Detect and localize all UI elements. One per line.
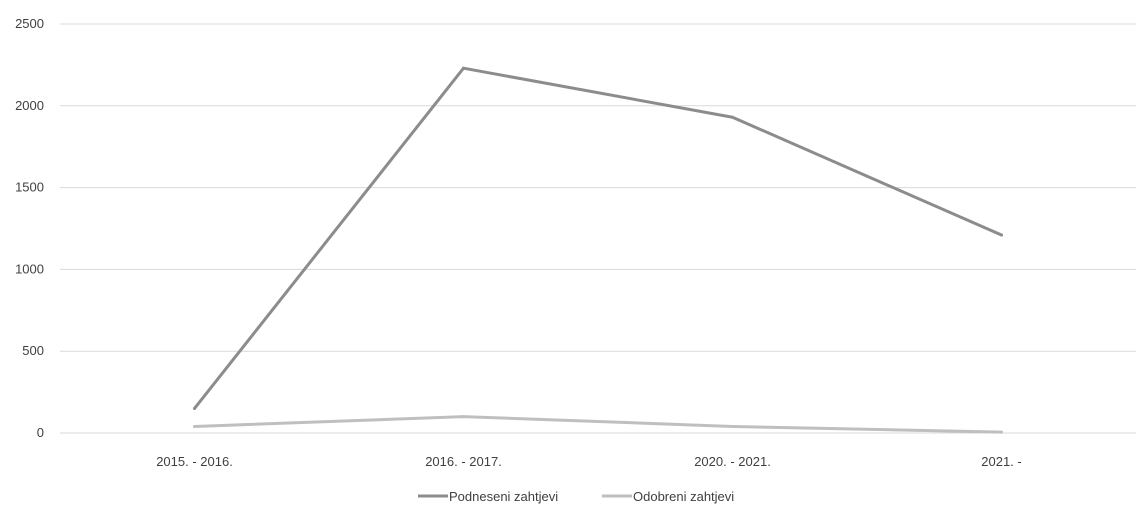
gridlines [60, 23, 1136, 434]
x-axis-ticks: 2015. - 2016. 2016. - 2017. 2020. - 2021. 2… [156, 454, 1022, 469]
y-tick-label: 500 [22, 343, 44, 358]
y-tick-label: 2000 [15, 98, 44, 113]
data-point [731, 424, 734, 428]
y-tick-label: 1000 [15, 261, 44, 276]
x-tick-label: 2021. - [981, 454, 1021, 469]
x-tick-label: 2020. - 2021. [694, 454, 771, 469]
data-point [1000, 233, 1003, 237]
y-axis-ticks: 0 500 1000 1500 2000 2500 [15, 16, 44, 440]
legend: Podneseni zahtjevi Odobreni zahtjevi [418, 489, 734, 504]
data-point [1000, 430, 1003, 434]
x-tick-label: 2015. - 2016. [156, 454, 233, 469]
legend-label: Odobreni zahtjevi [633, 489, 734, 504]
y-tick-label: 2500 [15, 16, 44, 31]
series-line-2 [193, 415, 1003, 434]
data-point [462, 415, 465, 419]
data-point [193, 406, 196, 410]
series-lines [193, 66, 1003, 434]
data-point [731, 115, 734, 119]
y-tick-label: 0 [37, 425, 44, 440]
data-point [462, 66, 465, 70]
x-tick-label: 2016. - 2017. [425, 454, 502, 469]
series-line-1 [193, 66, 1003, 410]
data-point [193, 424, 196, 428]
y-tick-label: 1500 [15, 180, 44, 195]
legend-label: Podneseni zahtjevi [449, 489, 558, 504]
